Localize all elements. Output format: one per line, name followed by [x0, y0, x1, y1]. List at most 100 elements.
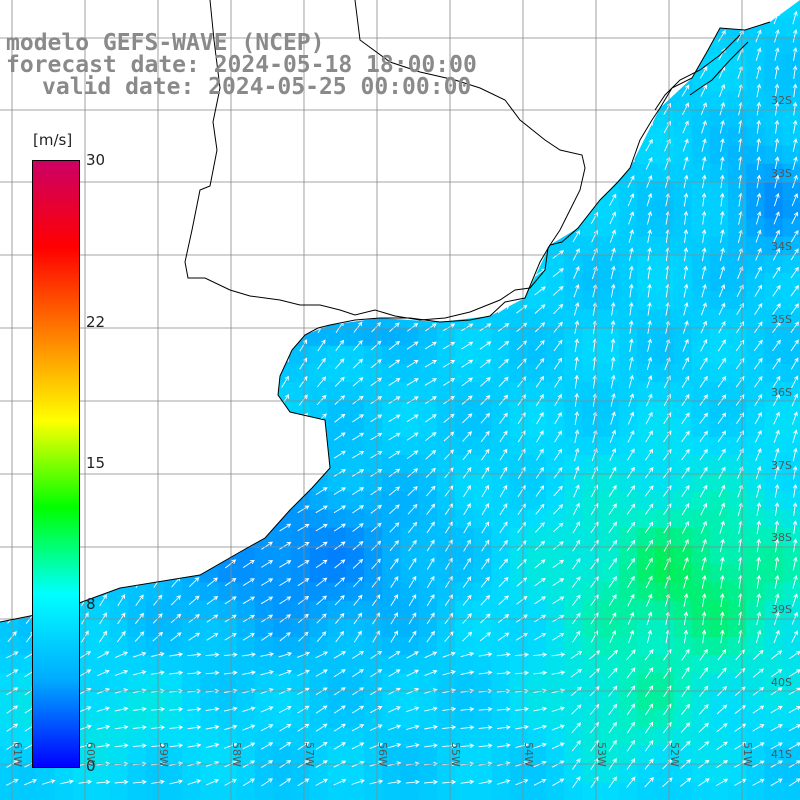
wind-speed-cell: [546, 400, 565, 420]
wind-arrow: [496, 652, 511, 657]
wind-speed-cell: [309, 709, 329, 729]
wind-speed-cell: [382, 673, 401, 693]
wind-arrow: [97, 414, 110, 423]
wind-arrow: [533, 214, 547, 222]
wind-speed-cell: [91, 436, 110, 456]
wind-arrow: [444, 631, 454, 642]
wind-arrow: [663, 30, 672, 42]
wind-arrow: [445, 157, 453, 170]
wind-speed-cell: [345, 673, 365, 693]
wind-speed-cell: [527, 54, 547, 74]
wind-arrow: [133, 359, 146, 368]
wind-arrow: [406, 669, 420, 677]
wind-speed-cell: [200, 182, 219, 201]
wind-speed-cell: [728, 145, 747, 165]
wind-speed-cell: [473, 0, 492, 19]
wind-arrow: [408, 557, 417, 570]
wind-arrow: [370, 468, 383, 477]
wind-arrow: [460, 725, 475, 730]
wind-speed-cell: [309, 163, 329, 183]
wind-arrow: [463, 521, 471, 534]
wind-speed-cell: [364, 200, 383, 219]
wind-speed-cell: [473, 109, 492, 128]
wind-arrow: [172, 484, 180, 498]
wind-speed-cell: [273, 254, 292, 274]
wind-arrow: [460, 779, 475, 785]
wind-speed-cell: [764, 218, 784, 238]
wind-speed-cell: [655, 0, 674, 19]
wind-speed-cell: [273, 218, 292, 238]
wind-arrow: [443, 286, 455, 296]
wind-speed-cell: [145, 728, 165, 747]
wind-arrow: [169, 670, 184, 676]
wind-speed-cell: [236, 564, 256, 583]
wind-speed-cell: [345, 455, 365, 474]
wind-speed-cell: [109, 527, 128, 547]
wind-speed-cell: [746, 291, 765, 310]
wind-arrow: [172, 466, 180, 479]
wind-arrow: [592, 10, 598, 25]
wind-speed-cell: [473, 273, 492, 292]
wind-arrow: [627, 448, 635, 461]
colorbar-tick-label: 30: [86, 151, 106, 169]
wind-arrow: [443, 231, 454, 242]
wind-arrow: [224, 577, 237, 587]
wind-speed-cell: [327, 764, 347, 784]
wind-speed-cell: [418, 218, 438, 238]
wind-arrow: [554, 375, 562, 388]
wind-speed-cell: [546, 36, 565, 56]
wind-speed-cell: [91, 473, 110, 492]
wind-arrow: [720, 156, 725, 171]
wind-speed-cell: [182, 291, 201, 310]
wind-arrow: [389, 303, 400, 315]
wind-speed-cell: [782, 564, 800, 583]
wind-speed-cell: [18, 91, 37, 110]
wind-arrow: [206, 268, 219, 277]
wind-speed-cell: [473, 491, 492, 511]
wind-speed-cell: [546, 782, 565, 800]
wind-speed-cell: [109, 728, 128, 747]
wind-arrow: [407, 267, 418, 278]
wind-speed-cell: [273, 182, 292, 201]
wind-arrow: [426, 193, 435, 206]
wind-arrow: [571, 704, 582, 715]
wind-speed-cell: [309, 637, 329, 656]
wind-arrow: [352, 558, 364, 569]
wind-arrow: [754, 357, 763, 370]
wind-arrow: [261, 104, 273, 114]
wind-speed-cell: [655, 109, 674, 128]
wind-arrow: [425, 304, 437, 314]
wind-speed-cell: [673, 91, 693, 110]
wind-arrow: [682, 338, 689, 352]
wind-speed-cell: [309, 327, 329, 347]
wind-speed-cell: [655, 400, 674, 420]
wind-arrow: [426, 139, 435, 152]
wind-arrow: [719, 593, 725, 607]
wind-speed-cell: [182, 673, 201, 693]
wind-arrow: [297, 123, 310, 131]
wind-speed-cell: [637, 728, 656, 747]
wind-speed-cell: [200, 782, 219, 800]
wind-arrow: [171, 139, 181, 151]
wind-arrow: [772, 393, 780, 407]
wind-arrow: [681, 48, 690, 60]
wind-speed-cell: [0, 564, 19, 583]
wind-speed-cell: [182, 418, 201, 438]
wind-arrow: [701, 120, 707, 134]
wind-arrow: [189, 539, 199, 552]
wind-arrow: [244, 321, 254, 333]
wind-arrow: [608, 739, 617, 752]
colorbar-tick-label: 0: [86, 757, 96, 775]
wind-speed-cell: [36, 764, 56, 784]
wind-speed-cell: [291, 709, 310, 729]
wind-arrow: [699, 30, 708, 42]
wind-arrow: [735, 394, 745, 406]
wind-arrow: [261, 523, 273, 532]
wind-speed-cell: [418, 127, 438, 147]
wind-arrow: [352, 650, 365, 659]
wind-arrow: [462, 431, 473, 442]
wind-speed-cell: [746, 709, 765, 729]
wind-speed-cell: [291, 364, 310, 383]
wind-speed-cell: [527, 182, 547, 201]
